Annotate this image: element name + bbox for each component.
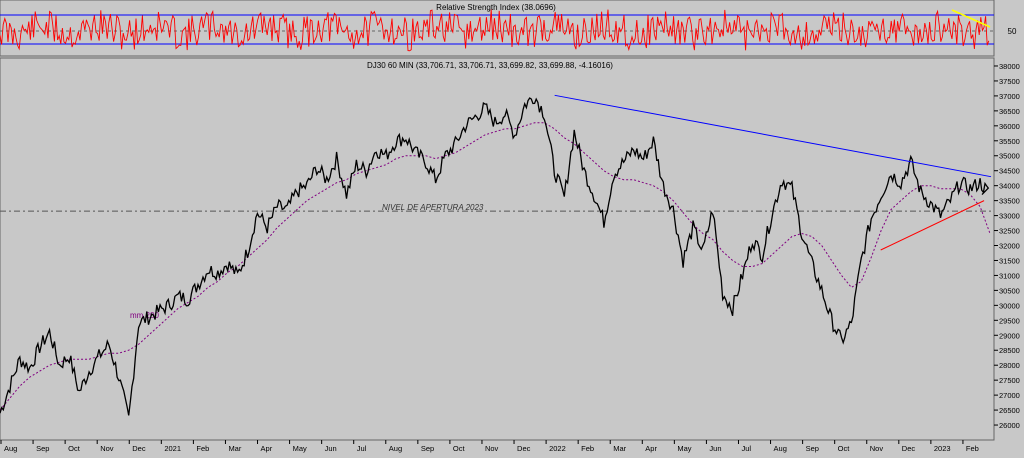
x-tick-label: Feb: [196, 444, 209, 453]
support-trend-line: [880, 200, 985, 251]
y-tick-label: 26500: [999, 406, 1020, 415]
x-tick-label: Sep: [421, 444, 434, 453]
y-tick-label: 37000: [999, 92, 1020, 101]
y-tick-label: 35000: [999, 152, 1020, 161]
x-tick-label: Mar: [228, 444, 241, 453]
x-tick-label: Sep: [36, 444, 49, 453]
y-tick-label: 27500: [999, 376, 1020, 385]
x-tick-label: 2021: [164, 444, 181, 453]
x-tick-label: Nov: [100, 444, 114, 453]
x-tick-label: Aug: [389, 444, 402, 453]
rsi-title: Relative Strength Index (38.0696): [436, 3, 556, 12]
x-tick-label: Aug: [4, 444, 17, 453]
y-tick-label: 31500: [999, 256, 1020, 265]
rsi-trend-line: [951, 9, 991, 28]
x-tick-label: Feb: [581, 444, 594, 453]
x-tick-label: Apr: [261, 444, 273, 453]
y-tick-label: 29000: [999, 331, 1020, 340]
x-tick-label: Apr: [645, 444, 657, 453]
x-tick-label: Jun: [709, 444, 721, 453]
y-tick-label: 35500: [999, 137, 1020, 146]
x-tick-label: May: [293, 444, 307, 453]
x-tick-label: 2023: [934, 444, 951, 453]
y-tick-label: 36500: [999, 107, 1020, 116]
ma200-line: [0, 122, 991, 411]
price-y-axis: 26000 26500 27000 27500 28000 28500 29000 29500…: [994, 62, 1020, 430]
y-tick-label: 33500: [999, 197, 1020, 206]
x-tick-label: Oct: [838, 444, 851, 453]
rsi-series-line: [0, 9, 990, 52]
y-tick-label: 32000: [999, 242, 1020, 251]
x-tick-label: Dec: [517, 444, 531, 453]
x-tick-label: Nov: [485, 444, 499, 453]
y-tick-label: 32500: [999, 227, 1020, 236]
x-tick-label: Jul: [741, 444, 751, 453]
y-tick-label: 37500: [999, 77, 1020, 86]
y-tick-label: 27000: [999, 391, 1020, 400]
ma200-label: mm 200: [130, 311, 159, 320]
x-tick-label: Jul: [357, 444, 367, 453]
opening-level-label: NIVEL DE APERTURA 2023: [382, 203, 484, 212]
y-tick-label: 38000: [999, 62, 1020, 71]
x-tick-label: Dec: [132, 444, 146, 453]
price-series-line: [0, 97, 990, 416]
y-tick-label: 33000: [999, 212, 1020, 221]
x-tick-label: Jun: [325, 444, 337, 453]
y-tick-label: 34500: [999, 167, 1020, 176]
x-tick-label: Oct: [68, 444, 81, 453]
price-panel-background: [0, 57, 995, 441]
y-tick-label: 30500: [999, 286, 1020, 295]
rsi-axis-label: 50: [1008, 27, 1017, 36]
resistance-trend-line: [554, 94, 992, 178]
x-tick-label: Oct: [453, 444, 466, 453]
y-tick-label: 26000: [999, 421, 1020, 430]
y-tick-label: 28500: [999, 346, 1020, 355]
rsi-panel-background: [0, 0, 995, 57]
x-tick-label: Aug: [774, 444, 787, 453]
x-tick-label: Sep: [806, 444, 819, 453]
x-tick-label: Mar: [613, 444, 626, 453]
x-tick-label: Feb: [966, 444, 979, 453]
x-tick-label: Nov: [870, 444, 884, 453]
y-tick-label: 28000: [999, 361, 1020, 370]
y-tick-label: 29500: [999, 316, 1020, 325]
y-tick-label: 31000: [999, 271, 1020, 280]
y-tick-label: 34000: [999, 182, 1020, 191]
y-tick-label: 30000: [999, 301, 1020, 310]
time-x-axis: Aug Sep Oct Nov Dec 2021 Feb Mar Apr May Jun Jul Aug…: [0, 440, 979, 453]
x-tick-label: May: [677, 444, 691, 453]
x-tick-label: Dec: [902, 444, 916, 453]
price-chart-title: DJ30 60 MIN (33,706.71, 33,706.71, 33,69…: [367, 61, 613, 70]
y-tick-label: 36000: [999, 122, 1020, 131]
x-tick-label: 2022: [549, 444, 566, 453]
